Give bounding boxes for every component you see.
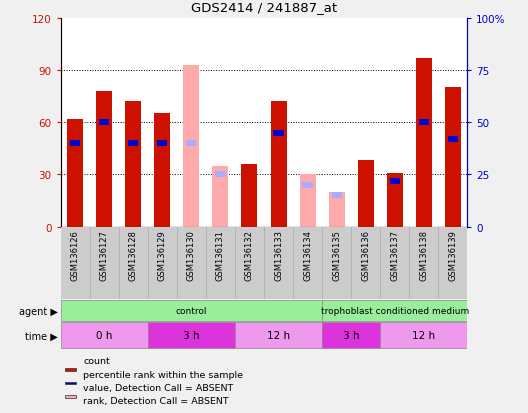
Text: GSM136127: GSM136127 (100, 229, 109, 280)
Text: 12 h: 12 h (267, 330, 290, 341)
Bar (67, 119, 83, 227)
Bar (328, 192, 345, 227)
Bar (212, 166, 229, 227)
Bar (125, 102, 142, 227)
Bar (241, 165, 258, 227)
Bar (215, 172, 225, 178)
FancyBboxPatch shape (148, 323, 235, 349)
Text: trophoblast conditioned medium: trophoblast conditioned medium (320, 306, 469, 315)
Text: GSM136131: GSM136131 (216, 229, 225, 280)
Bar (154, 114, 171, 227)
Text: 12 h: 12 h (412, 330, 435, 341)
FancyBboxPatch shape (322, 323, 380, 349)
Bar (270, 102, 287, 227)
FancyBboxPatch shape (380, 323, 467, 349)
Text: GDS2414 / 241887_at: GDS2414 / 241887_at (191, 2, 337, 14)
Text: GSM136128: GSM136128 (129, 229, 138, 280)
Text: GSM136132: GSM136132 (245, 229, 254, 280)
Bar (332, 193, 342, 199)
Bar (448, 137, 458, 142)
Bar (386, 173, 403, 227)
Bar (445, 88, 461, 227)
FancyBboxPatch shape (61, 300, 322, 322)
Bar (186, 141, 196, 147)
Bar (299, 175, 316, 227)
FancyBboxPatch shape (322, 300, 467, 322)
Bar (157, 141, 167, 147)
Text: GSM136137: GSM136137 (390, 229, 399, 280)
Text: percentile rank within the sample: percentile rank within the sample (83, 370, 243, 379)
Text: GSM136138: GSM136138 (419, 229, 428, 280)
Text: GSM136135: GSM136135 (332, 229, 341, 280)
Text: count: count (83, 356, 110, 365)
Bar (65, 382, 76, 385)
Text: GSM136133: GSM136133 (274, 229, 283, 280)
Text: GSM136129: GSM136129 (158, 229, 167, 280)
Bar (357, 161, 374, 227)
Text: 0 h: 0 h (96, 330, 112, 341)
Text: GSM136134: GSM136134 (303, 229, 312, 280)
Text: 3 h: 3 h (343, 330, 360, 341)
Bar (416, 59, 432, 227)
Bar (65, 368, 76, 371)
Text: rank, Detection Call = ABSENT: rank, Detection Call = ABSENT (83, 396, 229, 406)
Bar (390, 178, 400, 184)
Bar (70, 141, 80, 147)
Bar (183, 66, 200, 227)
Bar (65, 408, 76, 411)
Bar (303, 183, 313, 188)
Bar (96, 92, 112, 227)
Text: agent ▶: agent ▶ (19, 306, 58, 316)
Bar (274, 130, 284, 136)
Text: GSM136139: GSM136139 (448, 229, 457, 280)
FancyBboxPatch shape (235, 323, 322, 349)
Text: control: control (176, 306, 207, 315)
Text: time ▶: time ▶ (25, 330, 58, 341)
Text: GSM136130: GSM136130 (187, 229, 196, 280)
Text: 3 h: 3 h (183, 330, 200, 341)
Bar (65, 395, 76, 398)
Text: value, Detection Call = ABSENT: value, Detection Call = ABSENT (83, 383, 233, 392)
Bar (99, 120, 109, 126)
Text: GSM136126: GSM136126 (71, 229, 80, 280)
FancyBboxPatch shape (61, 323, 148, 349)
Text: GSM136136: GSM136136 (361, 229, 370, 280)
Bar (419, 120, 429, 126)
Bar (128, 141, 138, 147)
